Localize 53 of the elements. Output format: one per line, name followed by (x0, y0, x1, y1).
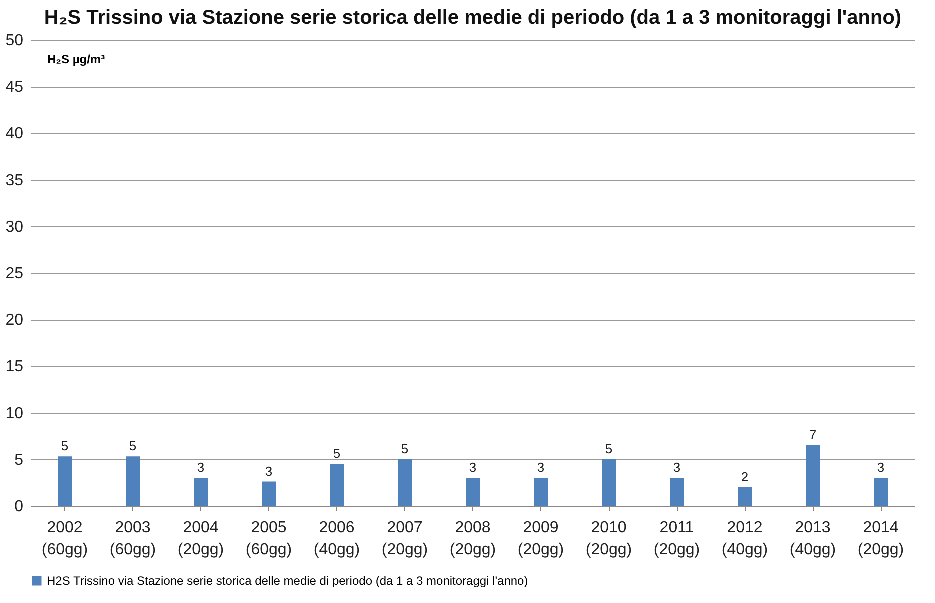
chart-title: H₂S Trissino via Stazione serie storica delle medie di periodo (da 1 a 3 monitoraggi l'anno) (44, 7, 902, 29)
y-tick-label: 10 (6, 405, 24, 422)
bar (194, 478, 208, 506)
x-tick-label: 2007 (20gg) (382, 520, 428, 558)
data-label: 3 (197, 460, 205, 476)
data-label: 5 (61, 438, 69, 454)
x-tick-label: 2008 (20gg) (450, 520, 496, 558)
data-label: 7 (809, 427, 817, 442)
bar (874, 478, 888, 506)
x-tick-label: 2004 (20gg) (178, 520, 224, 558)
y-tick-label: 20 (6, 312, 24, 330)
data-label: 2 (741, 469, 749, 484)
y-tick-label: 25 (6, 266, 24, 282)
y-tick-label: 40 (6, 126, 24, 143)
bar (534, 478, 548, 506)
bar (670, 478, 684, 506)
bar (126, 456, 140, 506)
x-tick-label: 2011 (20gg) (654, 520, 700, 558)
x-tick-label: 2013 (40gg) (790, 520, 836, 558)
legend-label: H2S Trissino via Stazione serie storica delle medie di periodo (da 1 a 3 monitoraggi l'anno) (47, 574, 528, 588)
bar (262, 482, 276, 506)
x-tick-label: 2014 (20gg) (858, 520, 904, 558)
y-tick-label: 5 (14, 452, 24, 469)
y-tick-label: 50 (6, 32, 24, 50)
x-tick-label: 2003 (60gg) (110, 520, 156, 558)
bar (330, 464, 344, 506)
data-label: 3 (877, 460, 885, 476)
data-label: 3 (265, 464, 273, 479)
y-tick-label: 35 (6, 172, 24, 190)
bar (58, 456, 72, 506)
x-tick-label: 2006 (40gg) (314, 520, 360, 558)
y-axis-title: H₂S µg/m³ (48, 52, 106, 66)
bar (602, 459, 616, 506)
data-label: 5 (333, 446, 341, 462)
data-label: 3 (469, 460, 477, 476)
x-tick-label: 2012 (40gg) (722, 520, 768, 558)
x-tick-label: 2009 (20gg) (518, 520, 564, 558)
x-tick-label: 2005 (60gg) (246, 520, 292, 558)
bar (738, 487, 752, 506)
data-label: 5 (401, 441, 409, 456)
y-tick-label: 0 (14, 498, 24, 516)
data-label: 5 (129, 438, 137, 454)
x-tick-label: 2002 (60gg) (42, 520, 88, 558)
y-tick-label: 15 (6, 358, 24, 376)
bar (398, 459, 412, 506)
x-tick-label: 2010 (20gg) (586, 520, 632, 558)
data-label: 5 (605, 441, 613, 456)
bar (806, 445, 820, 506)
bar (466, 478, 480, 506)
data-label: 3 (673, 460, 681, 476)
data-label: 3 (537, 460, 545, 476)
y-tick-label: 30 (6, 218, 24, 236)
y-tick-label: 45 (6, 79, 24, 96)
